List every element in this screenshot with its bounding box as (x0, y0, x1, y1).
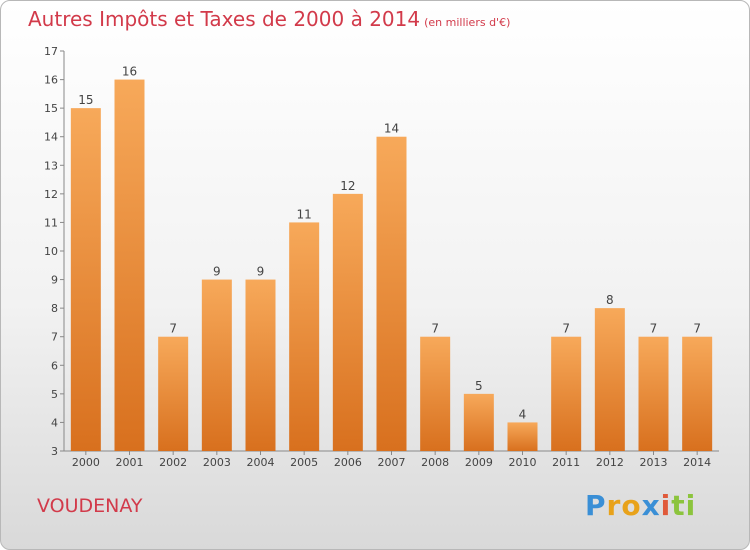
bar (70, 108, 101, 452)
x-tick-label: 2009 (465, 456, 493, 469)
bar-value-label: 7 (650, 322, 658, 336)
bar (551, 336, 582, 451)
x-tick-label: 2010 (509, 456, 537, 469)
bar-value-label: 12 (340, 179, 355, 193)
x-tick-label: 2006 (334, 456, 362, 469)
bar (638, 336, 669, 451)
bar-value-label: 9 (257, 265, 265, 279)
x-tick-label: 2007 (378, 456, 406, 469)
y-tick-label: 11 (44, 216, 58, 229)
bar (245, 279, 276, 451)
logo-letter: x (641, 489, 661, 522)
x-tick-label: 2014 (683, 456, 711, 469)
y-tick-label: 8 (51, 302, 58, 315)
x-tick-label: 2001 (116, 456, 144, 469)
bar-value-label: 14 (384, 122, 399, 136)
x-tick-label: 2013 (640, 456, 668, 469)
logo-letter: i (685, 489, 697, 522)
bar (682, 336, 713, 451)
commune-name: VOUDENAY (37, 495, 143, 517)
bar-value-label: 9 (213, 265, 221, 279)
x-tick-label: 2005 (290, 456, 318, 469)
bar (289, 222, 320, 451)
x-tick-label: 2003 (203, 456, 231, 469)
bar-value-label: 7 (431, 322, 439, 336)
bar-value-label: 16 (122, 65, 137, 79)
bar (376, 136, 407, 451)
logo-letter: o (621, 489, 642, 522)
chart-title-text: Autres Impôts et Taxes de 2000 à 2014 (28, 7, 421, 31)
bar (507, 422, 538, 451)
y-tick-label: 3 (51, 445, 58, 458)
bar-value-label: 15 (78, 93, 93, 107)
y-tick-label: 16 (44, 74, 58, 87)
y-tick-label: 14 (44, 131, 58, 144)
logo-letter: i (660, 489, 672, 522)
y-tick-label: 7 (51, 331, 58, 344)
bar (114, 79, 145, 452)
y-tick-label: 10 (44, 245, 58, 258)
proxiti-logo[interactable]: Proxiti (585, 489, 696, 522)
y-tick-label: 15 (44, 102, 58, 115)
bar (332, 193, 363, 451)
bar-value-label: 7 (562, 322, 570, 336)
bar-value-label: 5 (475, 379, 483, 393)
y-tick-label: 4 (51, 416, 58, 429)
logo-letter: r (606, 489, 622, 522)
y-tick-label: 9 (51, 274, 58, 287)
bar-value-label: 8 (606, 293, 614, 307)
y-tick-label: 17 (44, 45, 58, 58)
bar-value-label: 11 (297, 207, 312, 221)
x-tick-label: 2004 (247, 456, 275, 469)
bar (201, 279, 232, 451)
x-tick-label: 2011 (552, 456, 580, 469)
bar (158, 336, 189, 451)
y-tick-label: 5 (51, 388, 58, 401)
chart-unit: (en milliers d'€) (424, 16, 511, 29)
logo-letter: t (671, 489, 686, 522)
bar-value-label: 4 (519, 407, 527, 421)
x-tick-label: 2012 (596, 456, 624, 469)
bar-value-label: 7 (693, 322, 701, 336)
chart-title: Autres Impôts et Taxes de 2000 à 2014 (en… (28, 7, 510, 31)
x-tick-label: 2000 (72, 456, 100, 469)
logo-letter: P (585, 489, 607, 522)
bar (420, 336, 451, 451)
bar-value-label: 7 (169, 322, 177, 336)
y-tick-label: 13 (44, 159, 58, 172)
y-tick-label: 12 (44, 188, 58, 201)
bar (594, 308, 625, 451)
x-tick-label: 2002 (159, 456, 187, 469)
y-tick-label: 6 (51, 359, 58, 372)
x-tick-label: 2008 (421, 456, 449, 469)
bar (463, 393, 494, 451)
